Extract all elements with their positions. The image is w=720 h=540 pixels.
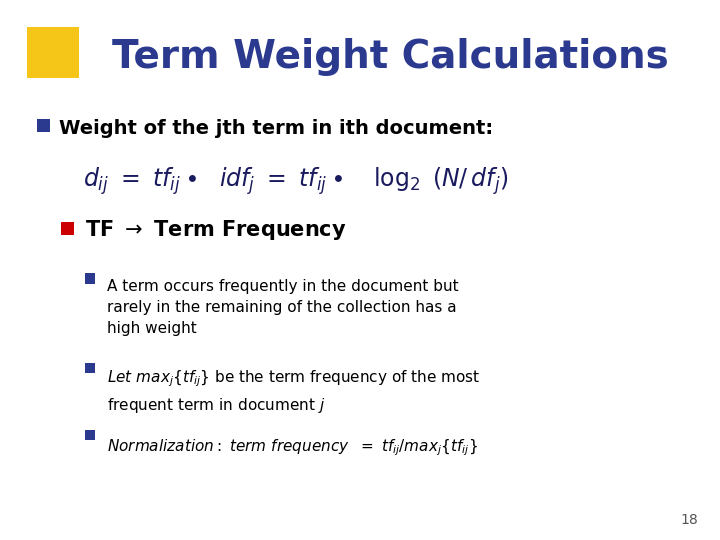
Text: $\it{Let\ max_j\{tf_{ij}\}}$ be the term frequency of the most
frequent term in : $\it{Let\ max_j\{tf_{ij}\}}$ be the term…: [107, 368, 480, 415]
Bar: [85, 362, 95, 373]
Text: $\it{Normalization:\ term\ frequency\ \ =\ tf_{ij}/max_j\{tf_{ij}\}}$: $\it{Normalization:\ term\ frequency\ \ …: [107, 437, 477, 458]
Text: Term Weight Calculations: Term Weight Calculations: [112, 38, 668, 76]
Bar: [27, 27, 79, 78]
Bar: [85, 273, 95, 284]
Bar: [85, 430, 95, 440]
Text: TF $\rightarrow$ Term Frequency: TF $\rightarrow$ Term Frequency: [85, 218, 346, 241]
Bar: [61, 222, 74, 235]
Text: Weight of the jth term in ith document:: Weight of the jth term in ith document:: [59, 119, 493, 138]
Text: A term occurs frequently in the document but
rarely in the remaining of the coll: A term occurs frequently in the document…: [107, 279, 458, 336]
Text: $d_{ij}\ =\ tf_{ij}\bullet\ \ idf_j\ =\ tf_{ij}\bullet\ \ \ \log_2\ (N/\,df_j)$: $d_{ij}\ =\ tf_{ij}\bullet\ \ idf_j\ =\ …: [83, 165, 508, 197]
Bar: [37, 119, 50, 132]
Text: 18: 18: [680, 512, 698, 526]
